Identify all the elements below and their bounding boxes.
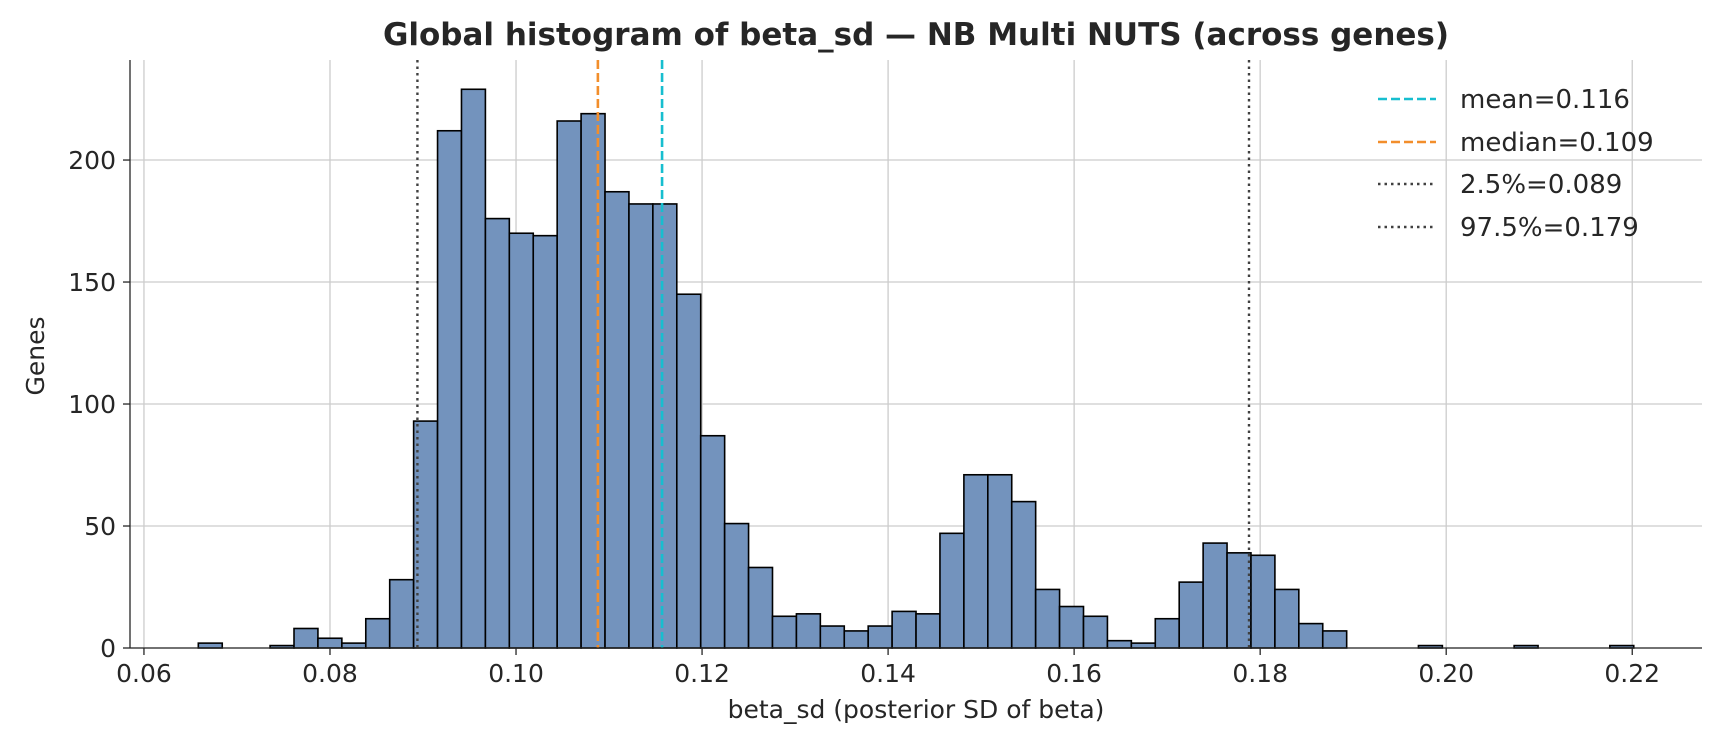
histogram-bar xyxy=(628,203,654,649)
histogram-bar xyxy=(915,613,941,649)
x-tick-label: 0.14 xyxy=(860,659,916,688)
legend: mean=0.116 median=0.109 2.5%=0.089 97.5%… xyxy=(1378,85,1654,243)
histogram-bar xyxy=(987,473,1013,649)
histogram-bar xyxy=(341,642,367,649)
x-tick-label: 0.22 xyxy=(1604,659,1660,688)
histogram-bar xyxy=(197,642,224,649)
x-axis-ticks: 0.06 0.08 0.10 0.12 0.14 0.16 0.18 0.20 0.22 xyxy=(116,648,1660,688)
legend-label-median: median=0.109 xyxy=(1460,128,1654,158)
chart-title: Global histogram of beta_sd — NB Multi N… xyxy=(383,17,1449,53)
histogram-bar xyxy=(508,232,535,649)
histogram-bar xyxy=(556,120,582,649)
x-axis-label: beta_sd (posterior SD of beta) xyxy=(728,695,1105,724)
histogram-bar xyxy=(747,566,774,649)
histogram-bar xyxy=(652,203,678,649)
histogram-bar xyxy=(1058,605,1085,649)
histogram-bar xyxy=(604,190,630,649)
histogram-bar xyxy=(939,532,965,649)
histogram-bar xyxy=(1202,542,1228,649)
axes-spines xyxy=(129,60,1702,649)
histogram-bar xyxy=(1034,588,1061,649)
histogram-bar xyxy=(675,293,702,649)
histogram-bars xyxy=(197,88,1635,649)
y-tick-label: 100 xyxy=(68,390,116,419)
histogram-bar xyxy=(795,613,822,649)
histogram-bar xyxy=(460,88,487,649)
histogram-bar xyxy=(1178,581,1204,649)
y-tick-label: 200 xyxy=(68,146,116,175)
histogram-bar xyxy=(1154,617,1181,649)
histogram-bar xyxy=(364,617,391,649)
histogram-bar xyxy=(1082,615,1109,649)
y-tick-label: 150 xyxy=(68,268,116,297)
histogram-bar xyxy=(1130,642,1157,649)
histogram-bar xyxy=(819,625,846,649)
y-tick-label: 0 xyxy=(100,634,116,663)
histogram-bar xyxy=(771,615,798,649)
x-tick-label: 0.08 xyxy=(302,659,358,688)
histogram-bar xyxy=(532,234,558,649)
histogram-bar xyxy=(1106,639,1133,649)
histogram-bar xyxy=(484,217,511,649)
histogram-bar xyxy=(1274,588,1300,649)
reference-lines xyxy=(416,60,1251,648)
x-tick-label: 0.10 xyxy=(488,659,544,688)
histogram-bar xyxy=(723,522,750,649)
histogram-bar xyxy=(1321,630,1348,649)
histogram-bar xyxy=(1250,554,1276,649)
histogram-bar xyxy=(436,129,463,649)
x-tick-label: 0.20 xyxy=(1418,659,1474,688)
histogram-bar xyxy=(388,578,415,649)
y-tick-label: 50 xyxy=(84,512,116,541)
histogram-bar xyxy=(580,112,606,649)
x-tick-label: 0.12 xyxy=(674,659,730,688)
legend-label-p97-5: 97.5%=0.179 xyxy=(1460,213,1639,243)
histogram-bar xyxy=(963,473,989,649)
y-axis-ticks: 0 50 100 150 200 xyxy=(68,146,130,663)
y-axis-label: Genes xyxy=(21,316,50,395)
x-tick-label: 0.18 xyxy=(1232,659,1288,688)
histogram-bar xyxy=(1298,622,1324,649)
legend-label-p2-5: 2.5%=0.089 xyxy=(1460,170,1622,200)
histogram-bar xyxy=(1010,500,1037,649)
x-tick-label: 0.06 xyxy=(116,659,172,688)
histogram-bar xyxy=(1226,552,1252,649)
histogram-bar xyxy=(699,434,726,649)
legend-label-mean: mean=0.116 xyxy=(1460,85,1630,115)
histogram-bar xyxy=(867,625,893,649)
histogram-bar xyxy=(843,630,869,649)
histogram-bar xyxy=(891,610,917,649)
histogram-bar xyxy=(317,637,343,649)
x-tick-label: 0.16 xyxy=(1046,659,1102,688)
histogram-bar xyxy=(293,627,319,649)
